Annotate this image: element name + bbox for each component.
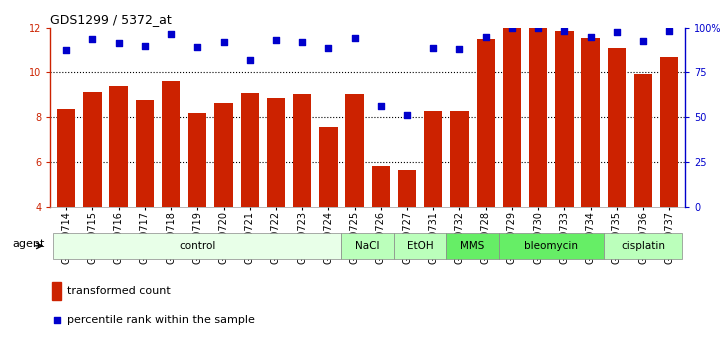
Bar	[424, 110, 443, 207]
Text: control: control	[179, 241, 216, 251]
Bar	[603, 233, 682, 259]
Bar	[371, 166, 390, 207]
Bar	[53, 233, 342, 259]
Bar	[57, 109, 76, 207]
Bar	[53, 282, 61, 300]
Bar	[214, 103, 233, 207]
Point	[611, 29, 622, 35]
Bar	[394, 233, 446, 259]
Text: transformed count: transformed count	[67, 286, 170, 296]
Bar	[555, 31, 573, 207]
Point	[532, 25, 544, 30]
Text: GDS1299 / 5372_at: GDS1299 / 5372_at	[50, 13, 172, 27]
Point	[322, 45, 334, 50]
Bar	[110, 86, 128, 207]
Text: agent: agent	[13, 239, 45, 249]
Bar	[446, 233, 499, 259]
Point	[349, 35, 360, 40]
Text: NaCl: NaCl	[355, 241, 380, 251]
Bar	[241, 92, 259, 207]
Bar	[83, 91, 102, 207]
Bar	[660, 57, 678, 207]
Point	[663, 28, 675, 34]
Bar	[529, 28, 547, 207]
Bar	[136, 100, 154, 207]
Point	[637, 38, 649, 44]
Point	[559, 28, 570, 34]
Bar	[342, 233, 394, 259]
Bar	[499, 233, 603, 259]
Bar	[398, 170, 416, 207]
Bar	[319, 127, 337, 207]
Point	[244, 57, 255, 63]
Point	[506, 25, 518, 30]
Bar	[503, 28, 521, 207]
Point	[51, 317, 63, 323]
Bar	[188, 113, 206, 207]
Point	[296, 39, 308, 45]
Text: EtOH: EtOH	[407, 241, 433, 251]
Bar	[581, 38, 600, 207]
Bar	[608, 48, 626, 207]
Point	[218, 39, 229, 45]
Point	[428, 45, 439, 50]
Point	[480, 34, 492, 39]
Text: cisplatin: cisplatin	[621, 241, 665, 251]
Point	[192, 44, 203, 49]
Point	[139, 43, 151, 48]
Point	[87, 36, 98, 41]
Text: percentile rank within the sample: percentile rank within the sample	[67, 315, 255, 325]
Bar	[345, 94, 364, 207]
Point	[454, 46, 465, 52]
Bar	[451, 110, 469, 207]
Bar	[477, 39, 495, 207]
Point	[375, 103, 386, 109]
Bar	[162, 81, 180, 207]
Point	[165, 31, 177, 37]
Point	[402, 112, 413, 118]
Point	[270, 37, 282, 43]
Text: MMS: MMS	[461, 241, 485, 251]
Point	[585, 34, 596, 39]
Point	[61, 47, 72, 53]
Bar	[293, 94, 311, 207]
Bar	[267, 98, 285, 207]
Bar	[634, 73, 653, 207]
Text: bleomycin: bleomycin	[524, 241, 578, 251]
Point	[113, 40, 125, 46]
